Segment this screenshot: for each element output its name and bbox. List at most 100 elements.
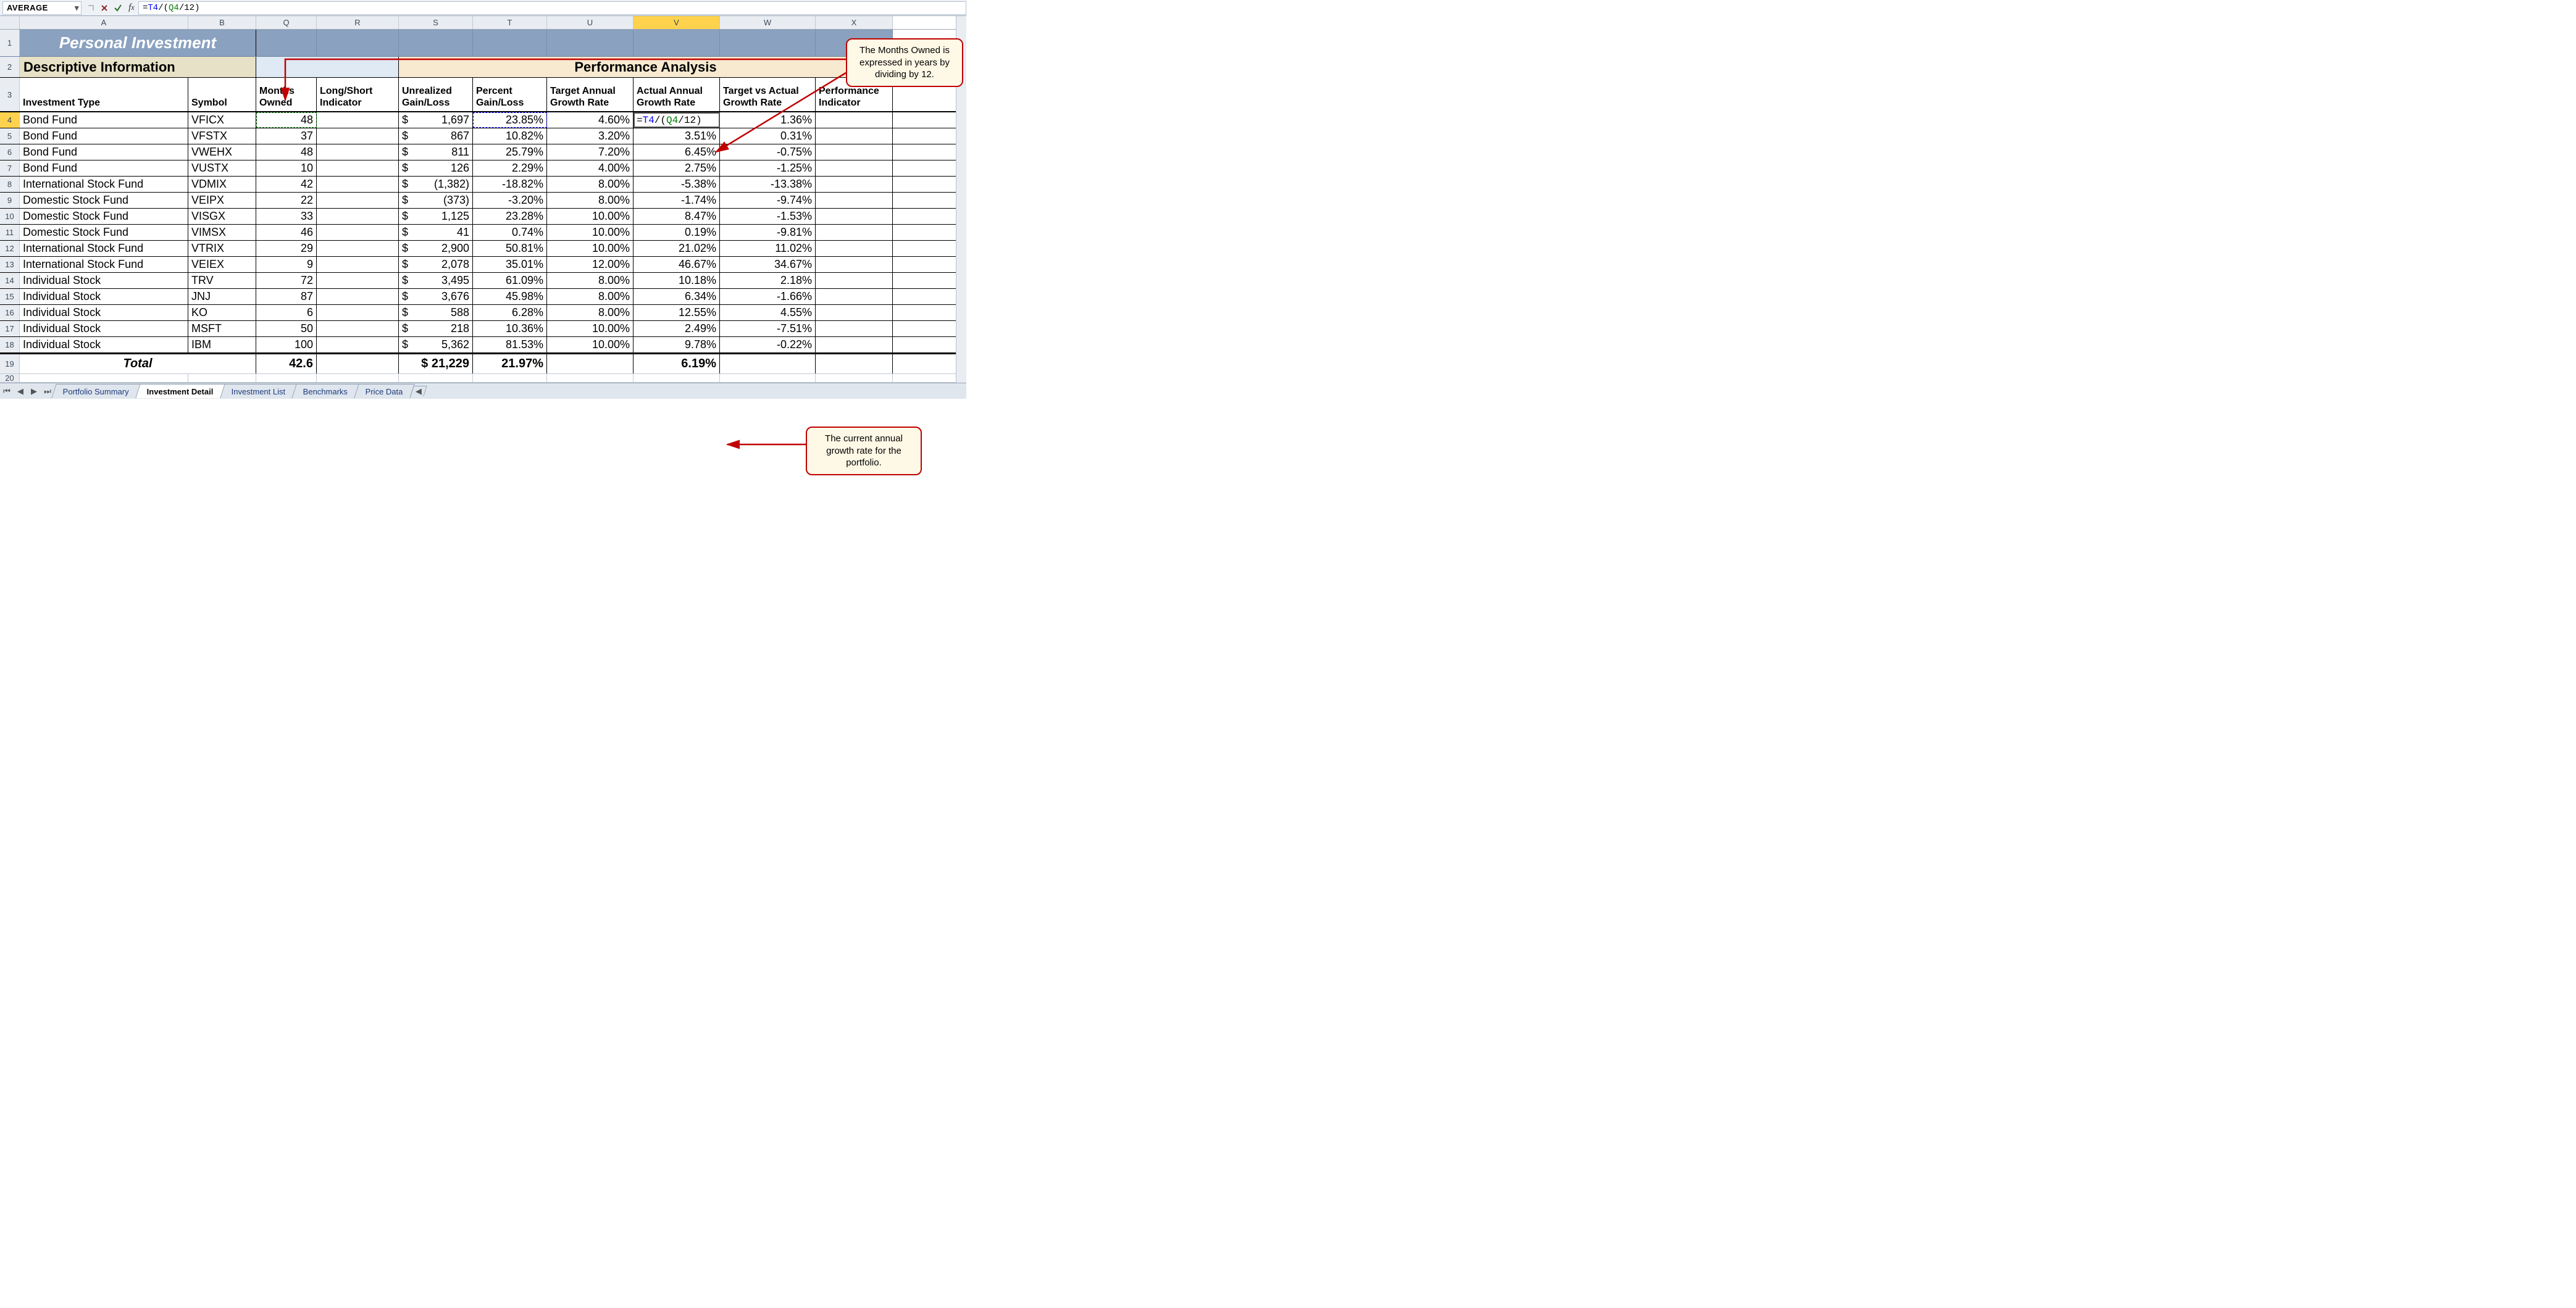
- cell-W15[interactable]: -1.66%: [720, 289, 816, 304]
- cell-R6[interactable]: [317, 144, 399, 160]
- column-header-R[interactable]: R: [317, 16, 399, 29]
- cell-U15[interactable]: 8.00%: [547, 289, 634, 304]
- row-header-6[interactable]: 6: [0, 144, 20, 160]
- cell-T8[interactable]: -18.82%: [473, 177, 547, 192]
- cell-Q5[interactable]: 37: [256, 128, 317, 144]
- cell-R17[interactable]: [317, 321, 399, 336]
- cell-A4[interactable]: Bond Fund: [20, 112, 188, 128]
- cell-X16[interactable]: [816, 305, 893, 320]
- cell-S20[interactable]: [399, 374, 473, 382]
- cell-B12[interactable]: VTRIX: [188, 241, 256, 256]
- sheet-tab-price-data[interactable]: Price Data: [354, 384, 415, 398]
- row-header-19[interactable]: 19: [0, 354, 20, 373]
- row-header-18[interactable]: 18: [0, 337, 20, 352]
- sheet-tab-investment-list[interactable]: Investment List: [220, 384, 297, 398]
- cell-R14[interactable]: [317, 273, 399, 288]
- cell-A6[interactable]: Bond Fund: [20, 144, 188, 160]
- cell-S18[interactable]: $5,362: [399, 337, 473, 352]
- cell-W6[interactable]: -0.75%: [720, 144, 816, 160]
- cell-S14[interactable]: $3,495: [399, 273, 473, 288]
- cell-Q4[interactable]: 48: [256, 112, 317, 128]
- cell-W10[interactable]: -1.53%: [720, 209, 816, 224]
- column-header-T[interactable]: T: [473, 16, 547, 29]
- cell-T15[interactable]: 45.98%: [473, 289, 547, 304]
- formula-input[interactable]: =T4/(Q4/12): [138, 1, 966, 15]
- cell-Q20[interactable]: [256, 374, 317, 382]
- row-header-4[interactable]: 4: [0, 112, 20, 128]
- cell-R8[interactable]: [317, 177, 399, 192]
- cell-Q17[interactable]: 50: [256, 321, 317, 336]
- cell-V11[interactable]: 0.19%: [634, 225, 720, 240]
- cell-R16[interactable]: [317, 305, 399, 320]
- cell-V16[interactable]: 12.55%: [634, 305, 720, 320]
- row-header-15[interactable]: 15: [0, 289, 20, 304]
- cell-B11[interactable]: VIMSX: [188, 225, 256, 240]
- cell-S16[interactable]: $588: [399, 305, 473, 320]
- cell-U17[interactable]: 10.00%: [547, 321, 634, 336]
- cell-X15[interactable]: [816, 289, 893, 304]
- cell-U7[interactable]: 4.00%: [547, 160, 634, 176]
- cell-T16[interactable]: 6.28%: [473, 305, 547, 320]
- row-header-3[interactable]: 3: [0, 78, 20, 111]
- cell-V18[interactable]: 9.78%: [634, 337, 720, 352]
- cell-X18[interactable]: [816, 337, 893, 352]
- cell-R9[interactable]: [317, 193, 399, 208]
- row-header-9[interactable]: 9: [0, 193, 20, 208]
- cell-S10[interactable]: $1,125: [399, 209, 473, 224]
- cell-B7[interactable]: VUSTX: [188, 160, 256, 176]
- cell-W18[interactable]: -0.22%: [720, 337, 816, 352]
- cell-S8[interactable]: $(1,382): [399, 177, 473, 192]
- column-header-U[interactable]: U: [547, 16, 634, 29]
- cell-U20[interactable]: [547, 374, 634, 382]
- cell-U5[interactable]: 3.20%: [547, 128, 634, 144]
- cell-T4[interactable]: 23.85%: [473, 112, 547, 128]
- cell-Q12[interactable]: 29: [256, 241, 317, 256]
- cell-W19[interactable]: [720, 354, 816, 373]
- row-header-20[interactable]: 20: [0, 374, 20, 382]
- cell-V13[interactable]: 46.67%: [634, 257, 720, 272]
- insert-function-button[interactable]: fx: [125, 1, 138, 15]
- cell-Q9[interactable]: 22: [256, 193, 317, 208]
- cell-W14[interactable]: 2.18%: [720, 273, 816, 288]
- cell-A10[interactable]: Domestic Stock Fund: [20, 209, 188, 224]
- cell-V5[interactable]: 3.51%: [634, 128, 720, 144]
- cell-U16[interactable]: 8.00%: [547, 305, 634, 320]
- cell-R11[interactable]: [317, 225, 399, 240]
- cell-U12[interactable]: 10.00%: [547, 241, 634, 256]
- cell-S6[interactable]: $811: [399, 144, 473, 160]
- cell-X20[interactable]: [816, 374, 893, 382]
- cell-W5[interactable]: 0.31%: [720, 128, 816, 144]
- cell-T10[interactable]: 23.28%: [473, 209, 547, 224]
- cell-B13[interactable]: VEIEX: [188, 257, 256, 272]
- cell-B18[interactable]: IBM: [188, 337, 256, 352]
- cell-Q16[interactable]: 6: [256, 305, 317, 320]
- select-all-corner[interactable]: [0, 16, 20, 29]
- cell-B5[interactable]: VFSTX: [188, 128, 256, 144]
- row-header-5[interactable]: 5: [0, 128, 20, 144]
- row-header-2[interactable]: 2: [0, 57, 20, 77]
- cell-W8[interactable]: -13.38%: [720, 177, 816, 192]
- cell-W17[interactable]: -7.51%: [720, 321, 816, 336]
- cell-X6[interactable]: [816, 144, 893, 160]
- cell-X14[interactable]: [816, 273, 893, 288]
- cell-V6[interactable]: 6.45%: [634, 144, 720, 160]
- cell-W11[interactable]: -9.81%: [720, 225, 816, 240]
- cell-U6[interactable]: 7.20%: [547, 144, 634, 160]
- row-header-7[interactable]: 7: [0, 160, 20, 176]
- cell-W9[interactable]: -9.74%: [720, 193, 816, 208]
- cell-V8[interactable]: -5.38%: [634, 177, 720, 192]
- cell-B17[interactable]: MSFT: [188, 321, 256, 336]
- cell-A12[interactable]: International Stock Fund: [20, 241, 188, 256]
- cell-T18[interactable]: 81.53%: [473, 337, 547, 352]
- cell-W7[interactable]: -1.25%: [720, 160, 816, 176]
- cell-R13[interactable]: [317, 257, 399, 272]
- row-header-13[interactable]: 13: [0, 257, 20, 272]
- cell-R18[interactable]: [317, 337, 399, 352]
- cell-V10[interactable]: 8.47%: [634, 209, 720, 224]
- cell-S5[interactable]: $867: [399, 128, 473, 144]
- row-header-8[interactable]: 8: [0, 177, 20, 192]
- cell-A14[interactable]: Individual Stock: [20, 273, 188, 288]
- cell-S13[interactable]: $2,078: [399, 257, 473, 272]
- cell-T13[interactable]: 35.01%: [473, 257, 547, 272]
- cell-R10[interactable]: [317, 209, 399, 224]
